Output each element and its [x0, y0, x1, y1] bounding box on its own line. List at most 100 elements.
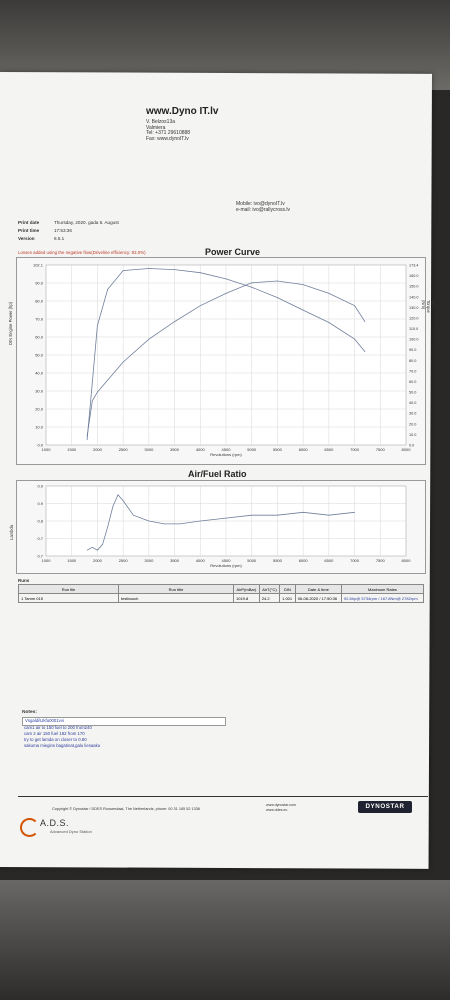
address-line: V. Belzos13a — [146, 119, 176, 125]
y2-tick-label: 10.0 — [409, 433, 416, 437]
version: 8.5.1 — [54, 236, 65, 241]
ads-subtitle: Advanced Dyno Station — [50, 829, 92, 834]
notes-label: Notes: — [22, 710, 37, 715]
data-point — [107, 526, 109, 528]
data-point — [277, 297, 278, 298]
y-tick-label: 60.0 — [35, 335, 44, 340]
data-point — [199, 305, 201, 307]
x-axis-label: Revolutions (rpm) — [210, 563, 242, 568]
print-time: 17:53:36 — [54, 228, 72, 233]
run-datetime: 06-08-2020 / 17:50:36 — [294, 593, 342, 603]
y2-tick-label: 90.0 — [409, 348, 416, 352]
data-point — [251, 282, 253, 284]
data-point — [302, 309, 304, 311]
runs-header: Run title — [118, 584, 234, 594]
y2-tick-label: 160.0 — [409, 274, 419, 278]
x-tick-label: 5000 — [247, 558, 257, 563]
x-tick-label: 7500 — [376, 447, 386, 452]
data-point — [107, 288, 109, 290]
x-tick-label: 4500 — [222, 558, 232, 563]
note-line: cam 2 air 150 fuel 182 from 170 — [24, 731, 85, 736]
data-point — [97, 325, 98, 327]
data-point — [91, 546, 93, 548]
y-tick-label: 0.0 — [37, 443, 43, 448]
contact-block: Mobile: ivo@dynoIT.lv e-mail: ivo@rallyc… — [236, 201, 290, 213]
power-series-line — [86, 280, 366, 437]
y-tick-label: 0.9 — [37, 501, 43, 506]
background-bottom — [0, 880, 450, 1000]
power-chart: 1000 1500 2000 2500 3000 3500 4000 4500 5000 5500… — [33, 263, 419, 458]
y2-tick-label: 80.0 — [409, 359, 416, 363]
run-max-rates: 92.8hp@ 5734rpm / 167.8Nm@ 2782rpm — [340, 593, 425, 603]
x-tick-label: 1500 — [67, 447, 77, 452]
data-point — [133, 514, 134, 516]
footer-divider — [18, 796, 428, 797]
note-line: try to get lamda on closer to 0.80 — [24, 737, 87, 742]
x-tick-label: 6500 — [324, 447, 334, 452]
data-point — [328, 322, 330, 323]
data-point — [174, 269, 175, 270]
x-tick-label: 6000 — [299, 558, 309, 563]
run-title: testbouch — [118, 593, 234, 603]
afr-chart-title: Air/Fuel Ratio — [188, 469, 247, 479]
y2-tick-label: 140.0 — [409, 295, 419, 299]
data-point — [225, 517, 227, 519]
y-tick-label: 80.0 — [35, 299, 44, 304]
y2-tick-label: 0.0 — [409, 444, 414, 448]
version-label: Version — [18, 236, 35, 241]
runs-header: AirP(mBar) — [233, 584, 260, 594]
runs-header: DIN — [279, 584, 296, 594]
copyright-text: Copyright © Dynostar / DDES Roosendaal, … — [52, 807, 200, 811]
table-row: 1 Tamm 015 testbouch 1019.8 24.2 1.001 0… — [18, 593, 425, 603]
x-axis-label: Revolutions (rpm) — [210, 452, 242, 457]
data-point — [112, 506, 114, 507]
x-tick-label: 5500 — [273, 447, 283, 452]
address-block: V. Belzos13a Valmiera Tel: +371 29610888… — [146, 119, 191, 142]
data-point — [148, 338, 150, 340]
address-line: Valmiera — [146, 124, 166, 131]
y2-tick-label: 70.0 — [409, 369, 416, 373]
data-point — [86, 439, 88, 441]
run-file: 1 Tamm 015 — [18, 593, 119, 603]
runs-header-row: Run file Run title AirP(mBar) AirT(°C) D… — [18, 584, 425, 594]
data-point — [277, 280, 278, 282]
footer-links: www.dynostar.com www.ddes.eu — [266, 803, 296, 813]
y2-tick-label: 110.0 — [409, 327, 418, 331]
ads-logo: A.D.S. — [40, 818, 70, 828]
y-tick-label: 0.8 — [37, 519, 43, 524]
runs-header: Date & time — [294, 584, 342, 594]
x-tick-label: 3500 — [170, 447, 180, 452]
print-date: Thursday, 2020. gada 6. August — [54, 220, 119, 225]
x-tick-label: 4000 — [196, 447, 206, 452]
data-point — [102, 543, 103, 545]
x-tick-label: 6000 — [299, 447, 309, 452]
data-point — [174, 321, 175, 322]
x-tick-label: 3000 — [144, 447, 154, 452]
data-point — [328, 514, 330, 516]
x-tick-label: 7000 — [350, 558, 360, 563]
y2-tick-label: 40.0 — [409, 401, 416, 405]
x-tick-label: 7500 — [376, 558, 386, 563]
x-tick-label: 3000 — [144, 558, 154, 563]
data-point — [225, 278, 227, 280]
runs-header: AirT(°C) — [258, 584, 281, 594]
data-point — [302, 511, 304, 513]
data-point — [354, 511, 355, 513]
print-time-label: Print time — [18, 228, 40, 233]
x-tick-label: 1000 — [42, 447, 52, 452]
data-point — [122, 500, 124, 501]
y2-tick-label: 130.0 — [409, 306, 419, 310]
data-point — [179, 523, 181, 525]
data-point — [86, 435, 88, 437]
y-tick-label: 50.0 — [35, 353, 44, 358]
x-tick-label: 5500 — [273, 558, 283, 563]
data-point — [277, 514, 278, 516]
data-point — [97, 549, 98, 551]
y2-tick-label: 120.0 — [409, 316, 419, 320]
print-meta: Print date Thursday, 2020. gada 6. August… — [18, 219, 119, 243]
address-line: Tel: +371 29610888 — [146, 130, 191, 137]
y-tick-label: 30.0 — [35, 389, 44, 394]
y-tick-label: 102.1 — [33, 263, 44, 268]
y2-tick-label: 30.0 — [409, 412, 416, 416]
data-point — [91, 382, 93, 384]
